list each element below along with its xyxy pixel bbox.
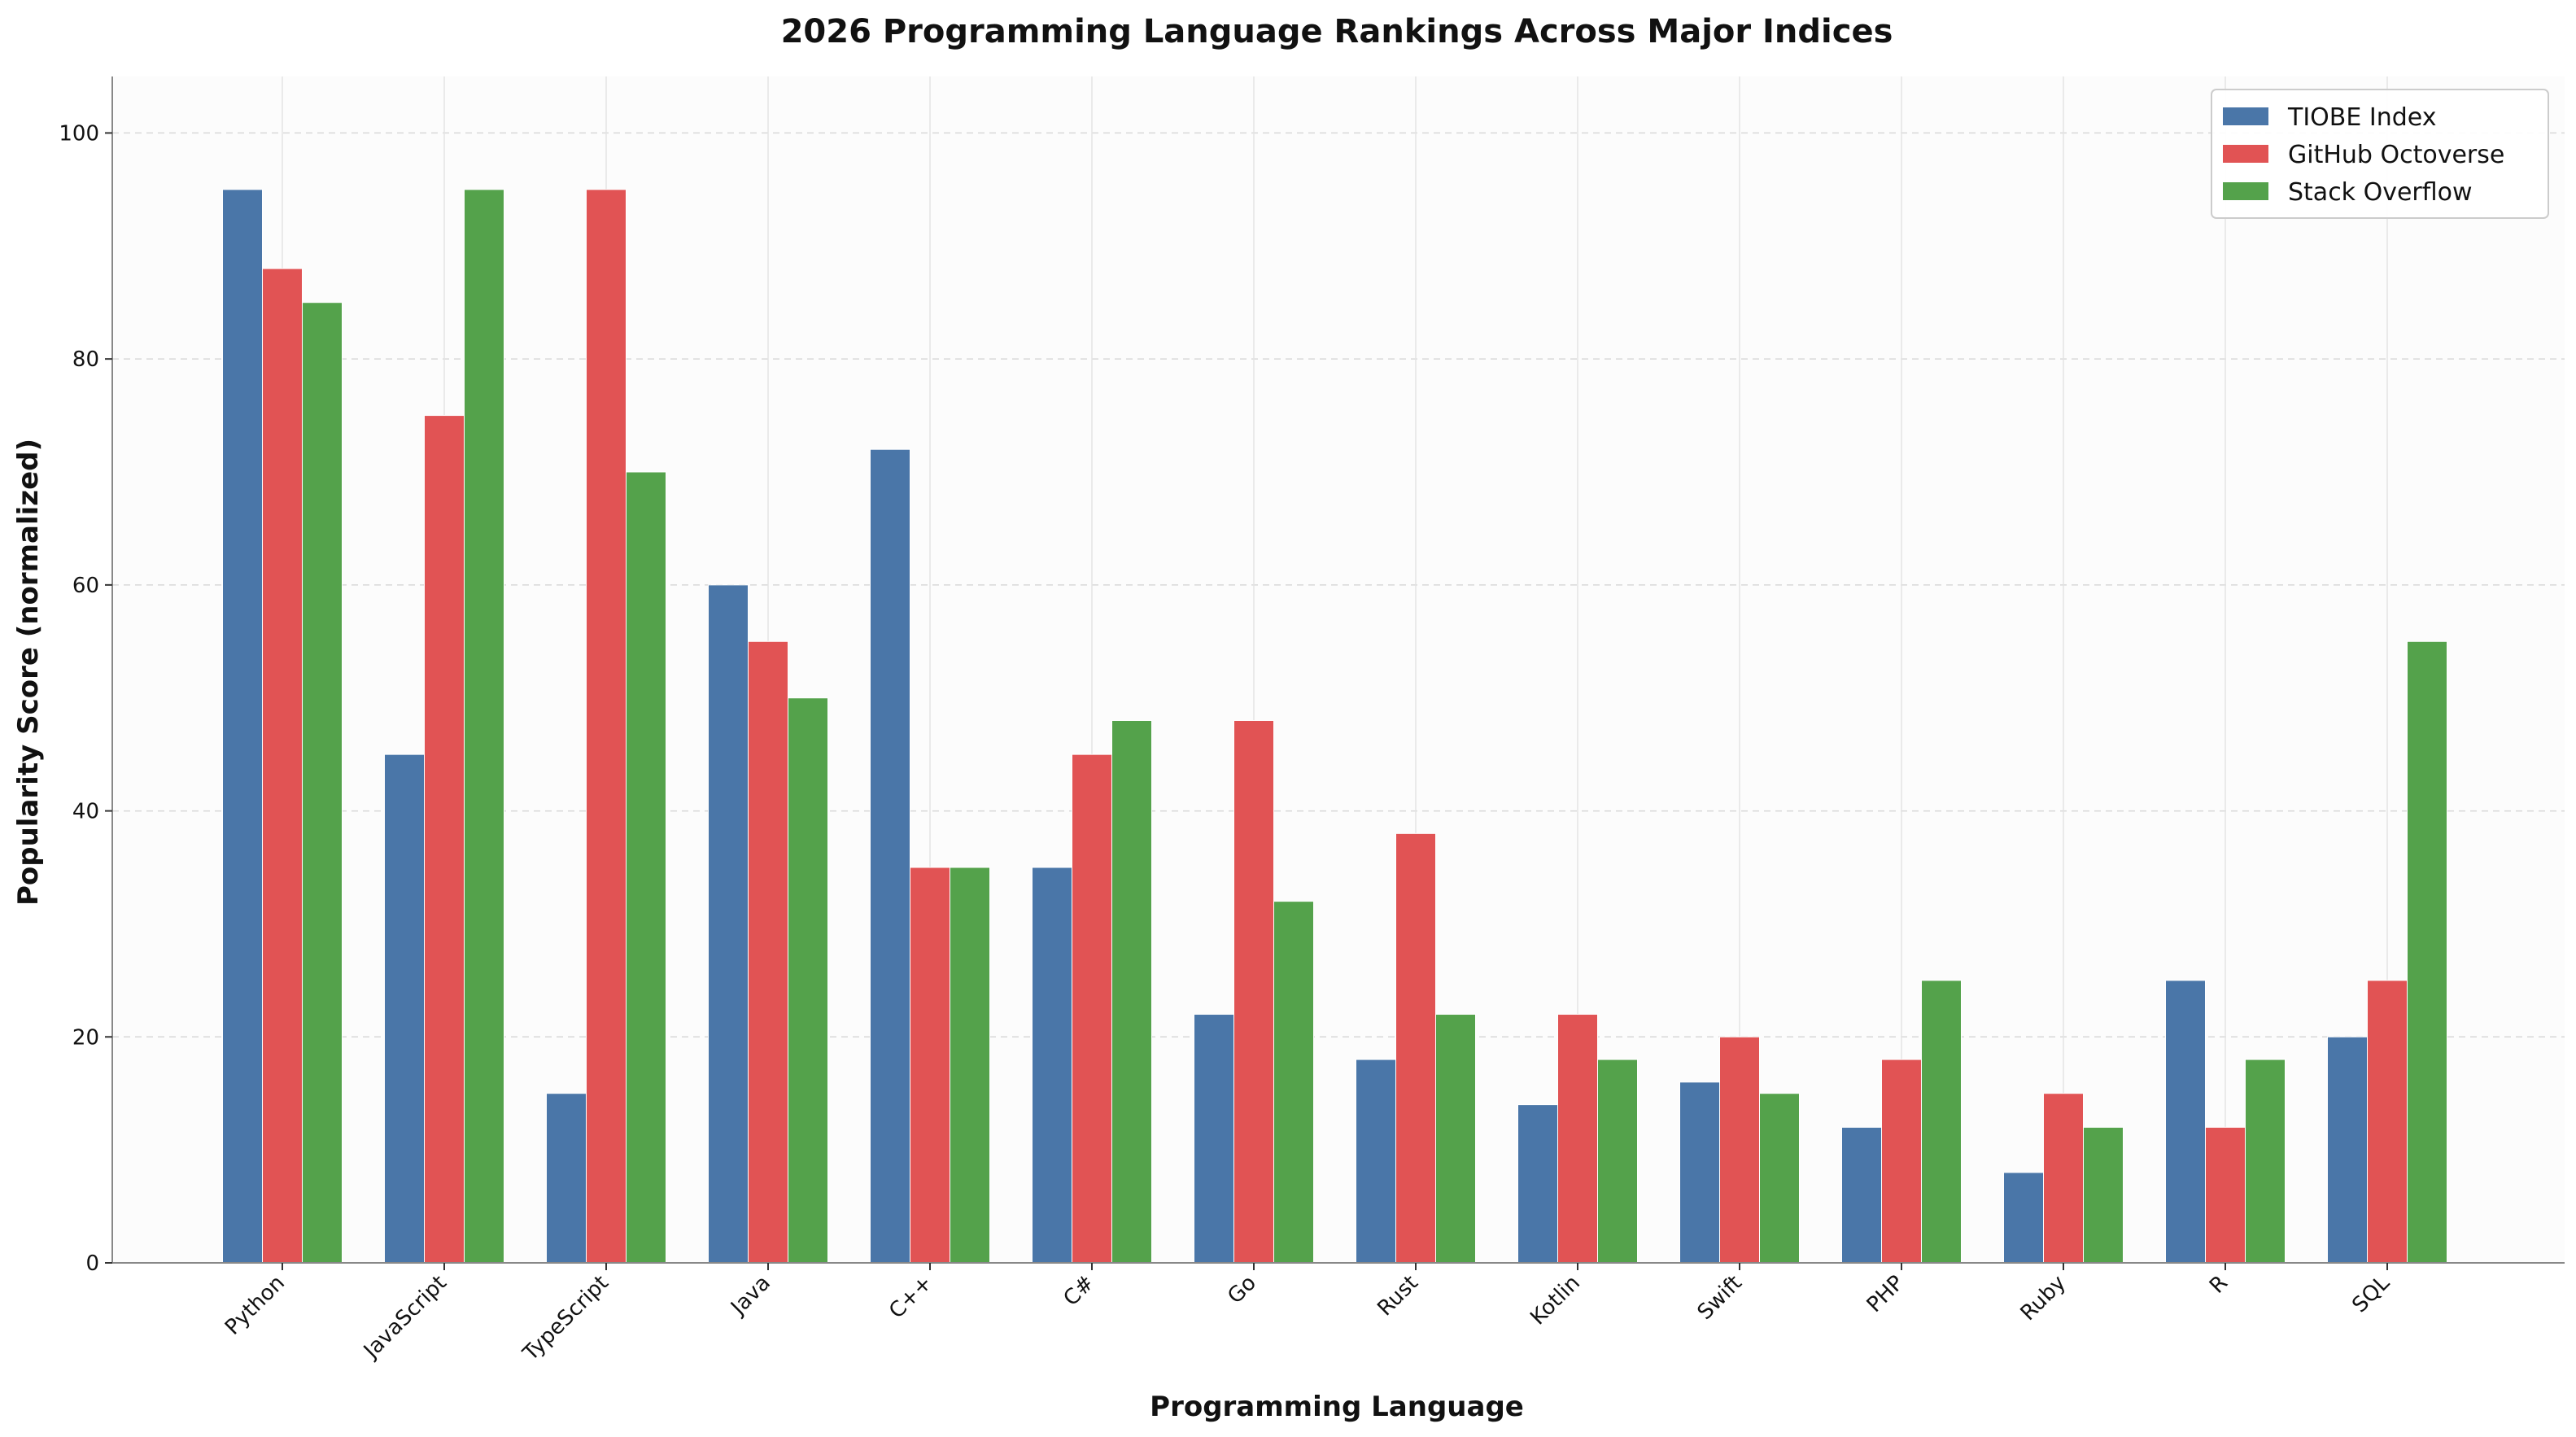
bar xyxy=(2245,1059,2286,1264)
bar xyxy=(2165,980,2206,1264)
bar xyxy=(1111,719,1152,1264)
y-tick-label: 80 xyxy=(72,347,99,372)
bar xyxy=(262,268,303,1264)
x-axis-label: Programming Language xyxy=(1150,1391,1524,1423)
bar xyxy=(1841,1126,1882,1264)
bar xyxy=(424,415,465,1264)
bar xyxy=(708,584,749,1264)
bar xyxy=(1759,1093,1800,1264)
bar xyxy=(1194,1014,1234,1264)
bar xyxy=(2205,1126,2246,1264)
bar xyxy=(302,302,343,1264)
bar xyxy=(2043,1093,2084,1264)
bar xyxy=(1679,1081,1720,1264)
bar xyxy=(1032,867,1072,1264)
bar xyxy=(870,448,910,1264)
bar xyxy=(2083,1126,2124,1264)
y-tick-label: 100 xyxy=(59,121,99,146)
bar xyxy=(2367,980,2408,1264)
bar xyxy=(2003,1172,2044,1264)
bar xyxy=(950,867,990,1264)
legend-swatch xyxy=(2223,107,2268,125)
bar xyxy=(2407,640,2447,1264)
bar xyxy=(626,471,666,1264)
y-tick-labels: 0 20 40 60 80 100 xyxy=(59,121,112,1276)
bar xyxy=(1435,1014,1476,1264)
bar xyxy=(1597,1059,1638,1264)
legend-swatch xyxy=(2223,145,2268,163)
bar xyxy=(546,1093,587,1264)
legend: TIOBE Index GitHub Octoverse Stack Overflo… xyxy=(2211,89,2549,219)
y-axis-label: Popularity Score (normalized) xyxy=(12,439,45,906)
axes xyxy=(111,76,2565,1264)
legend-box xyxy=(2211,89,2549,219)
bar xyxy=(1356,1059,1396,1264)
bar xyxy=(1517,1104,1558,1264)
legend-label: Stack Overflow xyxy=(2288,178,2473,207)
bar xyxy=(910,867,950,1264)
bar xyxy=(1719,1036,1760,1264)
bars xyxy=(222,189,2447,1264)
bar xyxy=(1273,901,1314,1264)
bar xyxy=(1557,1014,1598,1264)
legend-label: TIOBE Index xyxy=(2287,103,2436,132)
plot-area xyxy=(112,76,2565,1263)
y-tick-label: 20 xyxy=(72,1025,99,1050)
bar xyxy=(1395,832,1436,1264)
y-tick-label: 60 xyxy=(72,574,99,598)
bar xyxy=(788,697,828,1264)
bar xyxy=(1072,753,1112,1264)
bar xyxy=(2327,1036,2368,1264)
bar xyxy=(1881,1059,1922,1264)
y-tick-label: 40 xyxy=(72,800,99,824)
bar xyxy=(222,189,263,1264)
bar xyxy=(464,189,504,1264)
bar xyxy=(1233,719,1274,1264)
bar xyxy=(1921,980,1962,1264)
bar xyxy=(748,640,788,1264)
bar xyxy=(384,753,425,1264)
y-tick-label: 0 xyxy=(85,1251,99,1276)
legend-swatch xyxy=(2223,182,2268,200)
chart-title: 2026 Programming Language Rankings Acros… xyxy=(781,13,1893,50)
bar xyxy=(586,189,627,1264)
legend-label: GitHub Octoverse xyxy=(2288,141,2504,169)
